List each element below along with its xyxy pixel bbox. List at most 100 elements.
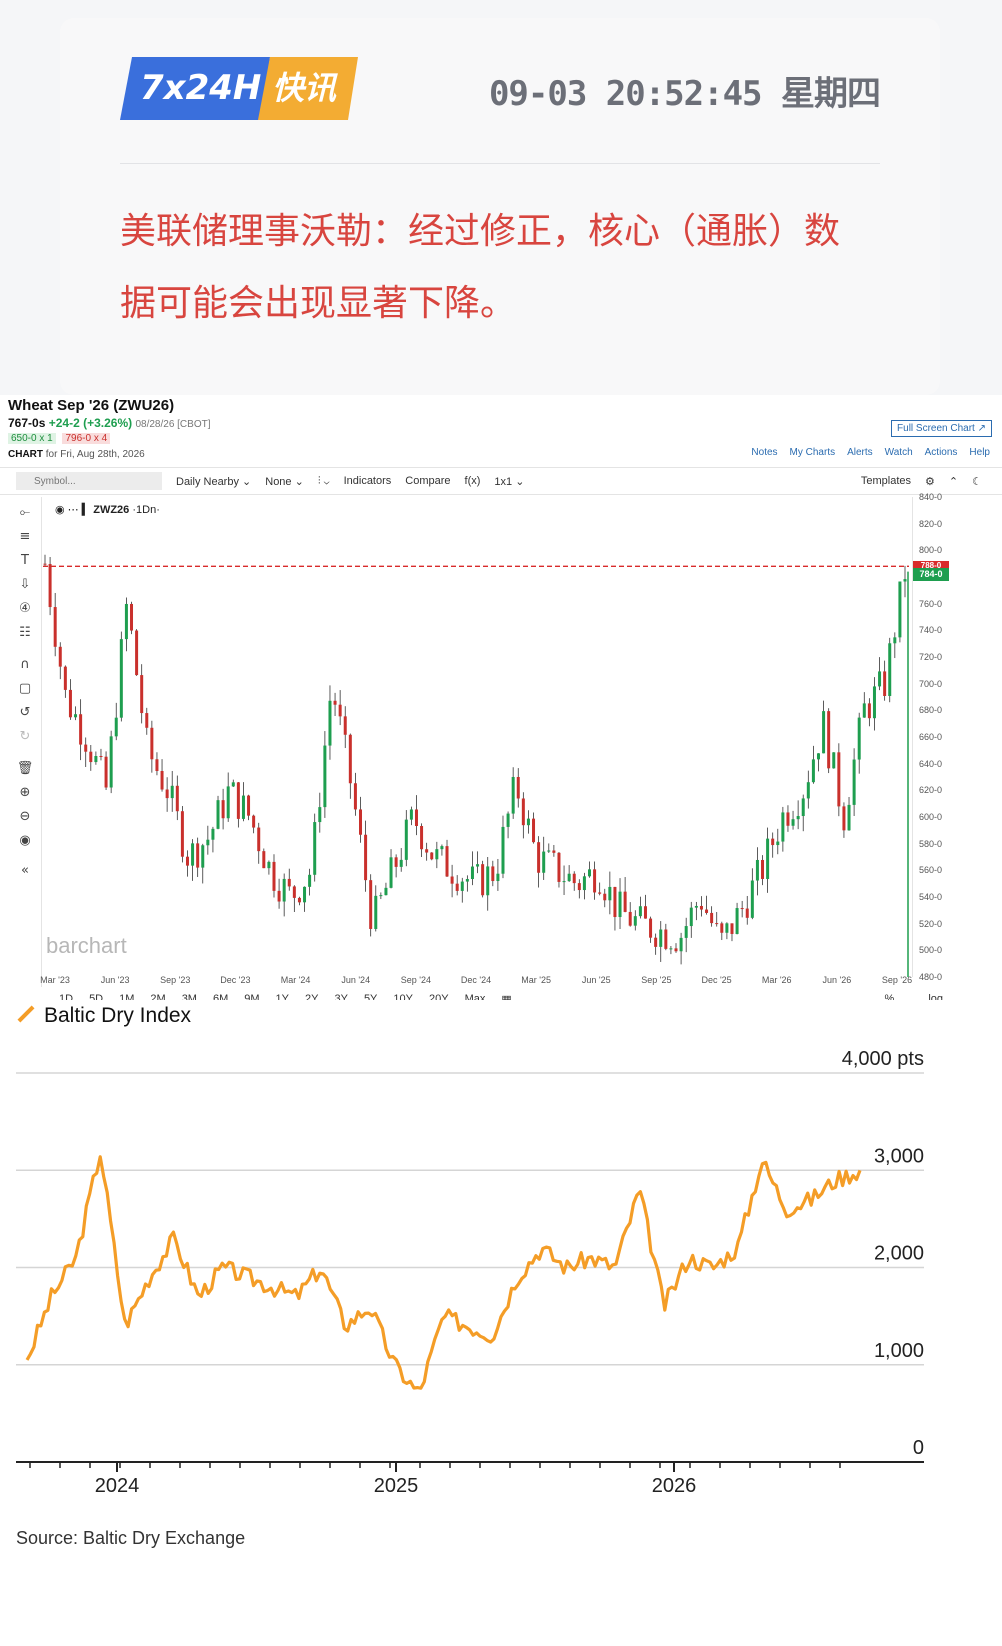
price-candle	[379, 892, 383, 900]
price-candle	[435, 841, 439, 869]
price-candle	[175, 775, 179, 821]
price-candle	[272, 854, 276, 898]
compare-button[interactable]: Compare	[405, 475, 451, 487]
chart-type-icon[interactable]: ⫶ ⌄	[317, 474, 330, 487]
eye-icon[interactable]: ◉	[19, 833, 31, 848]
price-candle	[481, 860, 485, 898]
news-panel: 7x24H 快讯 09-03 20:52:45 星期四 美联储理事沃勒：经过修正…	[0, 0, 1002, 395]
price-candle	[338, 690, 342, 726]
line-tool-icon[interactable]: ⟜	[19, 505, 31, 520]
price-candle	[745, 895, 749, 925]
y-tick-label: 740-0	[919, 625, 943, 636]
price-candle	[888, 637, 892, 703]
price-candle	[323, 731, 327, 818]
study-label: None	[265, 475, 292, 488]
collapse-sidebar-icon[interactable]: «	[21, 863, 29, 878]
indicators-button[interactable]: Indicators	[343, 475, 392, 487]
time-axis[interactable]: Mar '23 Jun '23 Sep '23 Dec '23 Mar '24 Jun '…	[40, 975, 955, 989]
price-candle	[328, 685, 332, 760]
pattern-tool-icon[interactable]: ☷	[19, 625, 31, 640]
price-candle	[587, 861, 591, 878]
price-candle	[140, 664, 144, 724]
bdi-y-tick-label: 0	[913, 1437, 924, 1459]
price-candle	[755, 847, 759, 896]
eye-icon[interactable]: ◉ ⋯ ▍	[55, 504, 91, 516]
zoom-out-icon[interactable]: ⊖	[19, 809, 31, 824]
fx-button[interactable]: f(x)	[464, 475, 481, 487]
price-candle	[623, 877, 627, 913]
price-candle	[53, 592, 57, 657]
watch-link[interactable]: Watch	[884, 447, 913, 458]
actions-menu[interactable]: Actions	[924, 447, 958, 458]
price-candle	[43, 554, 47, 566]
help-link[interactable]: Help	[969, 447, 990, 458]
price-candle	[369, 874, 373, 937]
redo-icon[interactable]: ↻	[19, 729, 31, 744]
trash-icon[interactable]: 🗑	[16, 761, 34, 776]
price-candle	[669, 946, 673, 955]
price-candle	[404, 810, 408, 867]
price-candle	[394, 854, 398, 878]
text-tool-icon[interactable]: T	[21, 553, 29, 568]
study-dropdown[interactable]: None ⌄	[265, 475, 304, 488]
price-candle	[903, 565, 907, 598]
my-charts-link[interactable]: My Charts	[789, 447, 836, 458]
price-candle	[664, 923, 668, 951]
price-candle	[532, 812, 536, 844]
price-candle	[414, 795, 418, 836]
notes-link[interactable]: Notes	[751, 447, 778, 458]
dark-mode-icon[interactable]: ☾	[972, 475, 982, 488]
price-candle	[542, 836, 546, 880]
price-candle	[206, 825, 210, 855]
alerts-link[interactable]: Alerts	[847, 447, 873, 458]
news-card: 7x24H 快讯 09-03 20:52:45 星期四 美联储理事沃勒：经过修正…	[60, 18, 940, 395]
price-plot[interactable]: ◉ ⋯ ▍ ZWZ26 ·1Dn·	[43, 497, 955, 977]
price-candle	[486, 857, 490, 911]
magnet-icon[interactable]: ∩	[20, 657, 30, 672]
price-candle	[791, 810, 795, 830]
price-candle	[837, 743, 841, 817]
price-candle	[74, 706, 78, 721]
x-tick-label: Jun '26	[822, 975, 852, 985]
price-candle	[201, 843, 205, 884]
templates-button[interactable]: Templates	[860, 474, 912, 487]
counter-tool-icon[interactable]: ④	[19, 601, 31, 616]
y-tick-label: 500-0	[919, 945, 943, 956]
price-candle	[628, 902, 632, 927]
fib-tool-icon[interactable]: ≡	[19, 529, 31, 544]
price-candle	[806, 770, 810, 809]
price-candle	[180, 806, 184, 863]
settings-gear-icon[interactable]: ⚙	[925, 475, 935, 488]
x-tick-label: Mar '23	[40, 975, 70, 985]
price-candle	[893, 632, 897, 659]
price-candle	[730, 923, 734, 942]
scale-option[interactable]: %	[884, 993, 895, 1005]
price-candle	[679, 932, 683, 965]
zoom-in-icon[interactable]: ⊕	[19, 785, 31, 800]
symbol-search-input[interactable]	[16, 472, 162, 490]
collapse-icon[interactable]: ⌃	[948, 475, 959, 488]
price-candle	[124, 597, 128, 652]
layout-dropdown[interactable]: 1x1 ⌄	[494, 475, 525, 488]
price-candle	[364, 820, 368, 892]
chart-toolbar: Daily Nearby ⌄ None ⌄ ⫶ ⌄ Indicators Com…	[0, 467, 1002, 495]
price-candle	[654, 933, 658, 955]
arrow-tool-icon[interactable]: ⇩	[19, 577, 31, 592]
aggregation-dropdown[interactable]: Daily Nearby ⌄	[176, 475, 252, 488]
y-tick-label: 800-0	[919, 545, 943, 556]
price-candle	[450, 864, 454, 898]
price-candle	[353, 772, 357, 816]
y-tick-label: 580-0	[919, 838, 943, 849]
full-screen-chart-button[interactable]: Full Screen Chart ↗	[891, 420, 992, 437]
lock-icon[interactable]: ▢	[18, 681, 32, 696]
price-axis[interactable]: 840-0820-0800-0780-0760-0740-0720-0700-0…	[912, 492, 960, 982]
price-candle	[282, 873, 286, 917]
price-candle	[537, 836, 541, 888]
price-candle	[562, 865, 566, 895]
last-price: 767-0s	[8, 416, 46, 430]
price-candle	[862, 692, 866, 718]
y-tick-label: 560-0	[919, 865, 943, 876]
undo-icon[interactable]: ↺	[19, 705, 31, 720]
price-candle	[832, 752, 836, 769]
price-candle	[659, 921, 663, 962]
